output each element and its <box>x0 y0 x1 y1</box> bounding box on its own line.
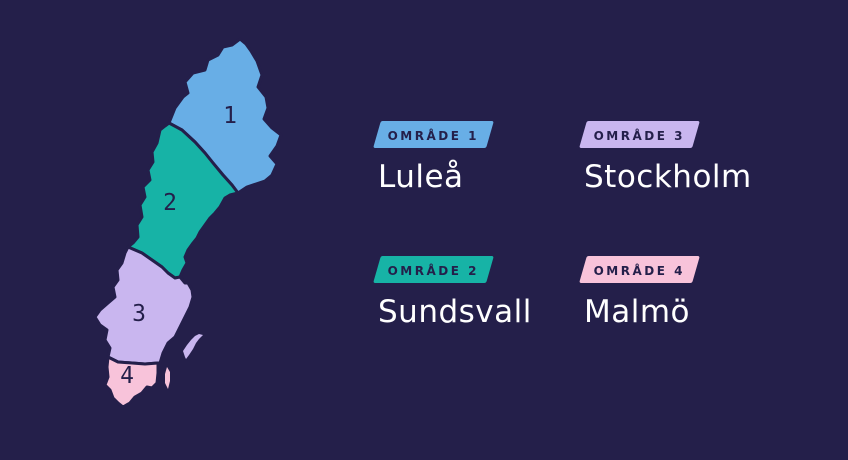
omrade-2-badge-label: OMRÅDE 2 <box>387 264 479 278</box>
legend-item-omrade-2: OMRÅDE 2 Sundsvall <box>373 256 532 330</box>
map-region-1-number: 1 <box>223 103 237 129</box>
legend-item-omrade-1: OMRÅDE 1 Luleå <box>373 121 495 195</box>
legend-item-omrade-4: OMRÅDE 4 Malmö <box>579 256 701 330</box>
map-region-1 <box>167 37 283 195</box>
map-region-4-number: 4 <box>120 363 134 389</box>
legend-item-omrade-3: OMRÅDE 3 Stockholm <box>579 121 752 195</box>
map-region-2-number: 2 <box>163 190 177 216</box>
map-region-3-number: 3 <box>132 301 146 327</box>
sweden-map: 1 2 3 4 <box>93 37 283 409</box>
omrade-1-badge: OMRÅDE 1 <box>373 121 495 148</box>
map-region-4 <box>103 355 160 409</box>
omrade-4-badge-label: OMRÅDE 4 <box>593 264 685 278</box>
omrade-2-badge: OMRÅDE 2 <box>373 256 495 283</box>
omrade-1-badge-label: OMRÅDE 1 <box>387 129 479 143</box>
omrade-4-city: Malmö <box>584 294 691 330</box>
omrade-1-city: Luleå <box>378 159 464 195</box>
gotland-island <box>183 334 203 359</box>
omrade-2-city: Sundsvall <box>378 294 532 330</box>
omrade-3-badge-label: OMRÅDE 3 <box>593 129 685 143</box>
omrade-3-badge: OMRÅDE 3 <box>579 121 701 148</box>
omrade-4-badge: OMRÅDE 4 <box>579 256 701 283</box>
omrade-3-city: Stockholm <box>584 159 752 195</box>
oland-island <box>165 367 170 389</box>
